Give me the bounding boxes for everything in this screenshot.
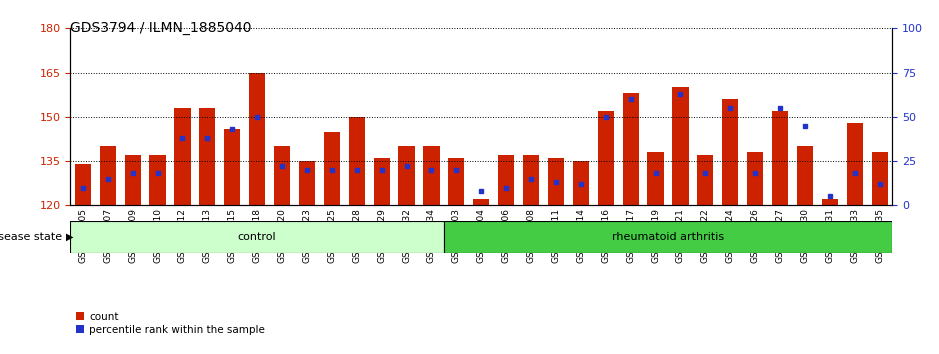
Bar [444,221,892,253]
Bar [70,221,444,253]
Bar [224,129,240,205]
Bar [822,199,838,205]
Bar [847,123,863,205]
Bar [647,152,664,205]
Bar [698,155,714,205]
Bar [249,73,265,205]
Bar [274,146,290,205]
Bar [573,161,589,205]
Bar [498,155,515,205]
Bar [125,155,141,205]
Bar [398,146,415,205]
Bar [324,132,340,205]
Text: rheumatoid arthritis: rheumatoid arthritis [612,232,724,242]
Bar [797,146,813,205]
Bar [100,146,115,205]
Bar [772,111,788,205]
Bar [473,199,489,205]
Bar [722,99,738,205]
Bar [348,117,365,205]
Bar [448,158,465,205]
Bar [547,158,564,205]
Bar [175,108,191,205]
Bar [199,108,215,205]
Bar [672,87,688,205]
Bar [149,155,165,205]
Legend: count, percentile rank within the sample: count, percentile rank within the sample [76,312,265,335]
Bar [871,152,887,205]
Bar [423,146,439,205]
Bar [75,164,91,205]
Text: ▶: ▶ [66,232,73,242]
Bar [299,161,316,205]
Bar [523,155,539,205]
Bar [623,93,639,205]
Text: disease state: disease state [0,232,66,242]
Bar [597,111,614,205]
Bar [747,152,763,205]
Text: control: control [238,232,276,242]
Bar [374,158,390,205]
Text: GDS3794 / ILMN_1885040: GDS3794 / ILMN_1885040 [70,21,252,35]
